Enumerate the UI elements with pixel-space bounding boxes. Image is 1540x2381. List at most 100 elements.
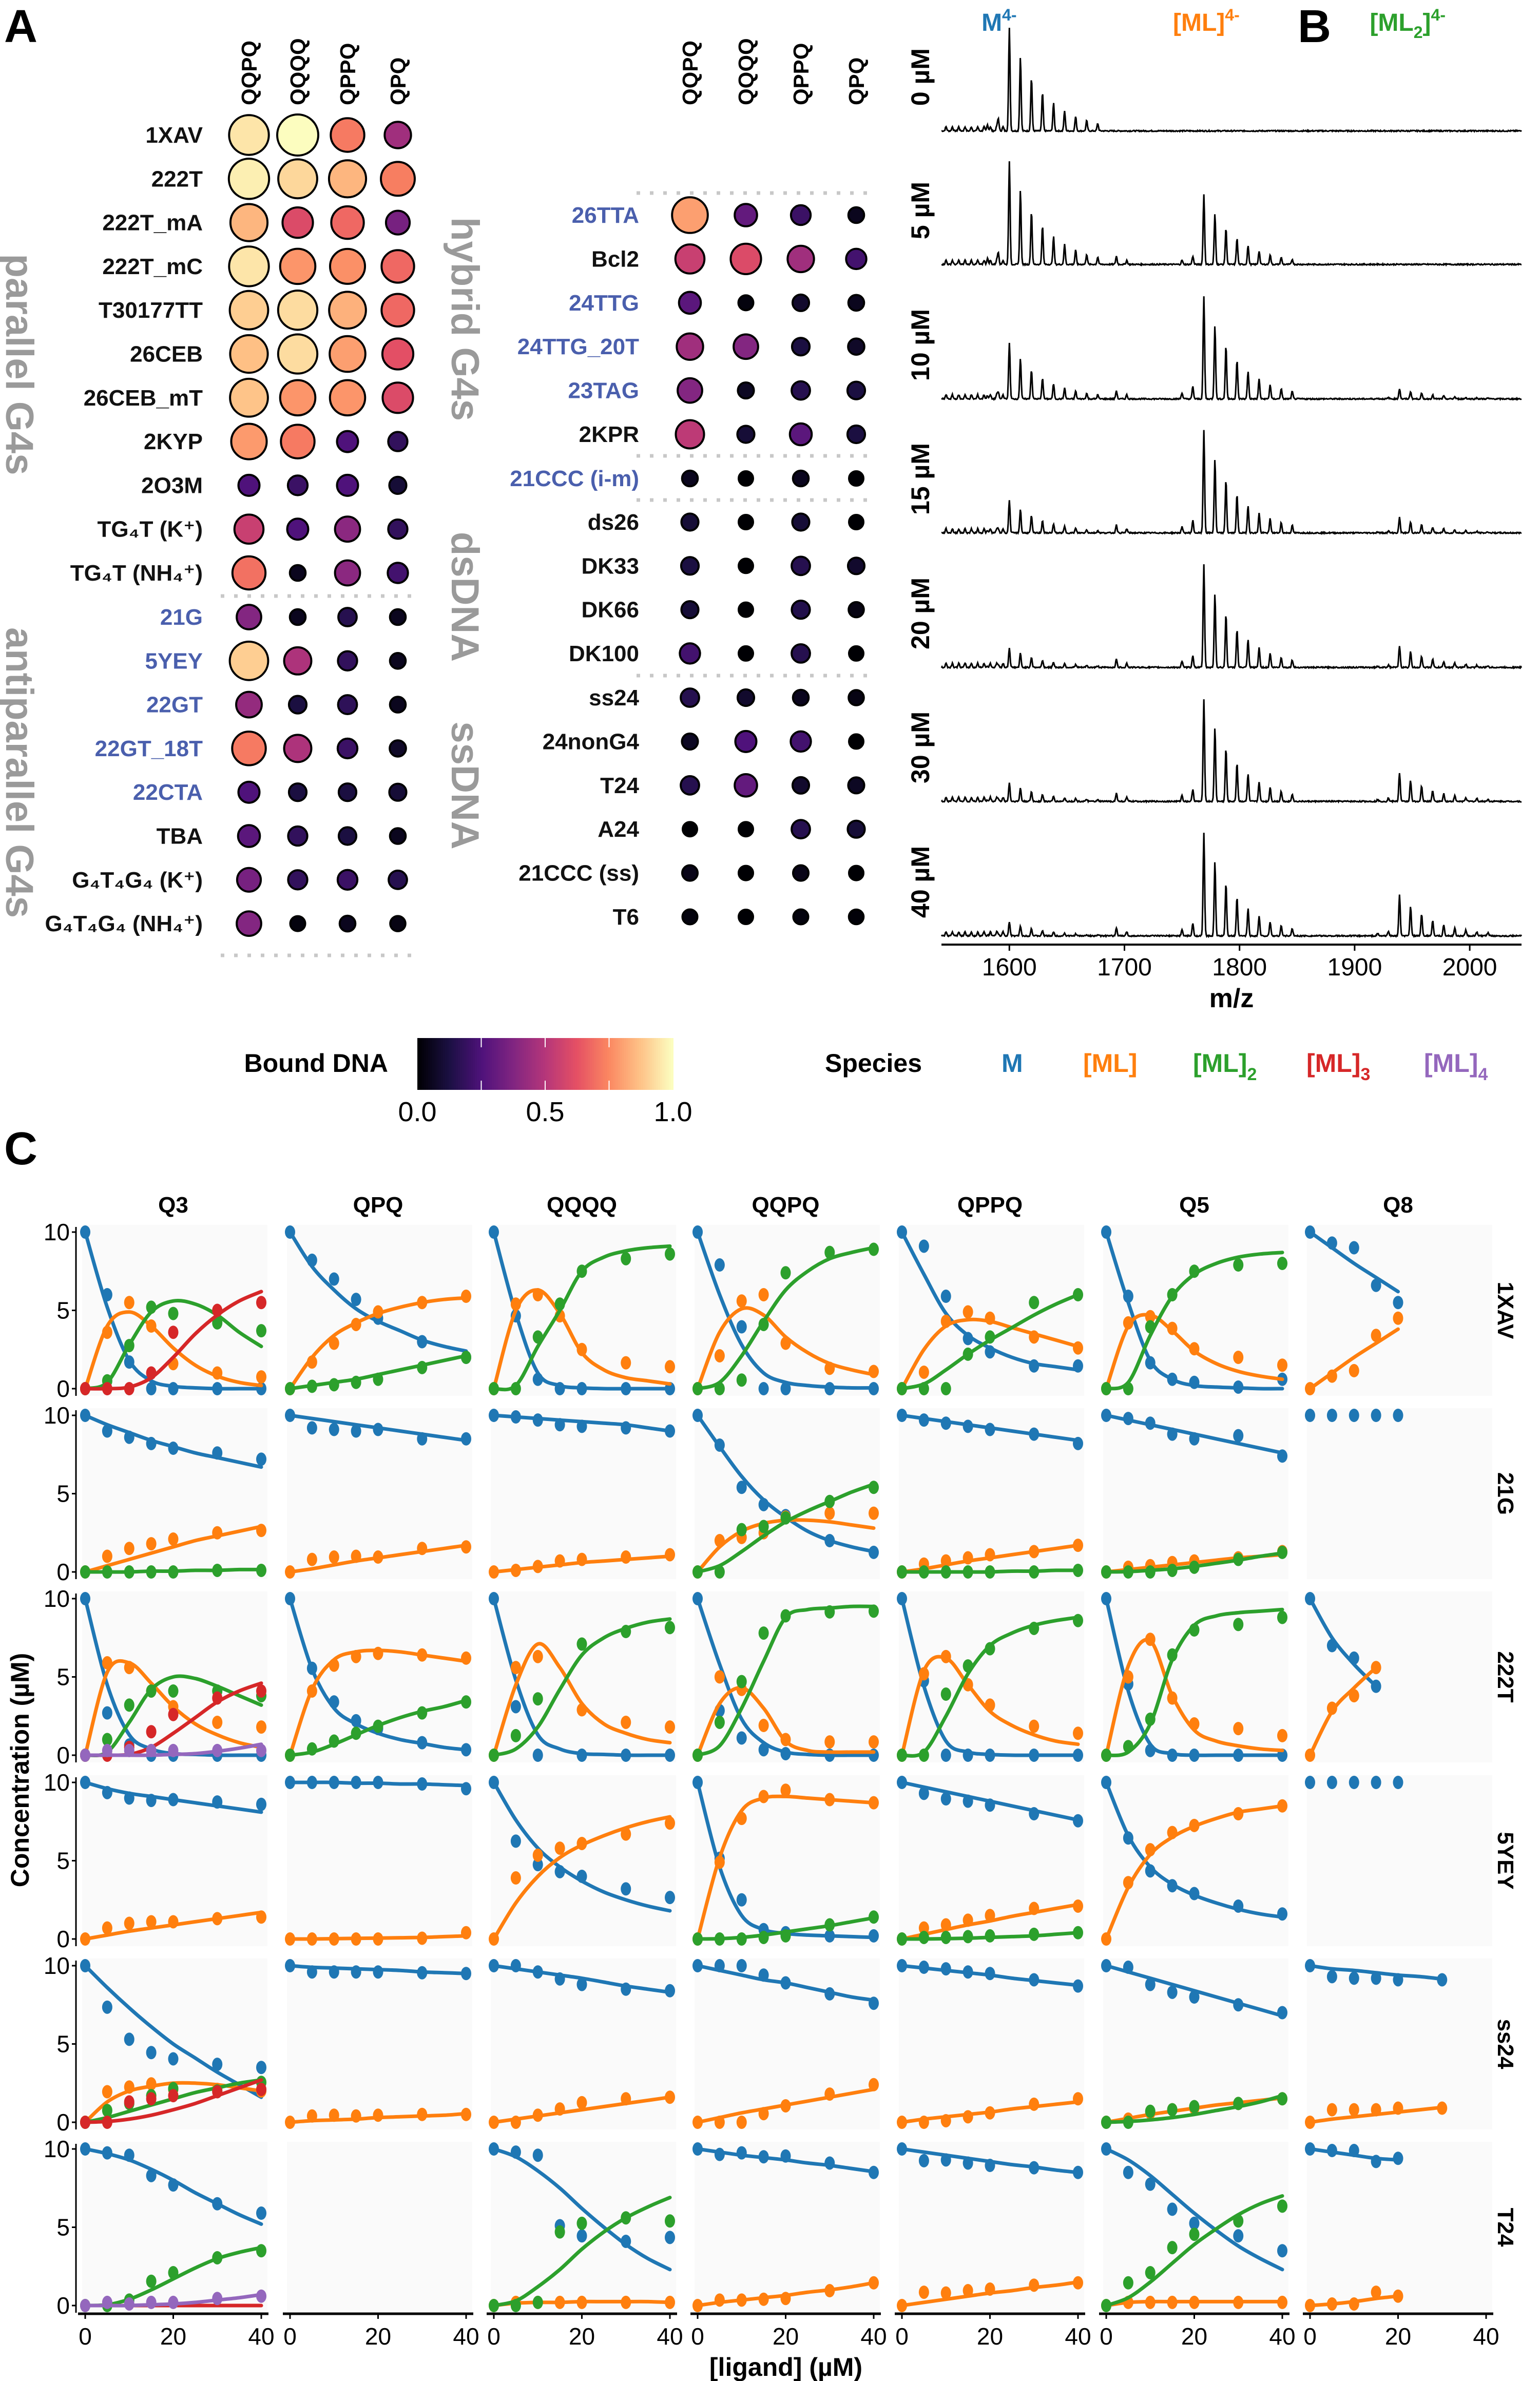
bound-dna-dot xyxy=(227,158,271,200)
data-point-ML xyxy=(1167,1691,1178,1705)
data-point-ML xyxy=(256,1370,266,1384)
data-point-ML2 xyxy=(1189,2228,1200,2241)
data-point-M xyxy=(1305,2142,1315,2156)
bound-dna-dot xyxy=(729,242,762,275)
c-x-tick-label: 20 xyxy=(365,2323,391,2350)
data-point-ML2 xyxy=(532,1330,543,1344)
data-point-M xyxy=(532,1965,543,1979)
fit-line-M xyxy=(1104,2147,1284,2272)
data-point-ML xyxy=(124,2080,134,2094)
c-x-tick-label: 0 xyxy=(79,2323,92,2350)
colorbar-segment xyxy=(662,1038,665,1090)
data-point-M xyxy=(665,1984,675,1998)
bound-dna-dot xyxy=(228,290,270,331)
b-x-tick-label: 1800 xyxy=(1212,954,1267,981)
data-point-ML2 xyxy=(1233,2214,1244,2228)
colorbar-segment xyxy=(609,1038,612,1090)
data-point-ML xyxy=(869,1365,879,1378)
data-point-ML2 xyxy=(351,1375,361,1389)
data-point-M xyxy=(489,1776,499,1789)
row-label: 24nonG4 xyxy=(543,729,640,754)
bound-dna-dot xyxy=(681,908,699,926)
data-point-ML xyxy=(918,1921,929,1935)
data-point-M xyxy=(285,1776,295,1789)
bound-dna-dot xyxy=(236,604,262,630)
data-point-M xyxy=(985,1423,995,1436)
data-point-ML xyxy=(940,1554,951,1568)
data-point-M xyxy=(1349,1776,1359,1789)
data-point-ML2 xyxy=(1029,1565,1040,1579)
data-point-ML xyxy=(1233,1351,1244,1364)
data-point-ML2 xyxy=(102,1565,112,1579)
data-point-ML2 xyxy=(962,1659,973,1673)
panel-c-grid: [ligand] (µM) Concentration (µM) Q3 QPQ QQ… xyxy=(6,1193,1518,2381)
data-point-ML2 xyxy=(1167,1648,1178,1662)
data-point-ML3 xyxy=(146,1366,157,1380)
c-x-tick-label: 40 xyxy=(1473,2323,1499,2350)
bound-dna-dot xyxy=(847,776,865,795)
data-point-ML xyxy=(417,1542,428,1556)
data-point-M xyxy=(1371,1971,1381,1985)
data-point-ML xyxy=(510,1297,521,1311)
data-point-M xyxy=(1073,1979,1083,1993)
bound-dna-dot xyxy=(791,819,811,840)
colorbar-segment xyxy=(581,1038,584,1090)
c-column-header-Q8: Q8 xyxy=(1383,1193,1413,1218)
data-point-ML xyxy=(869,1796,879,1810)
data-point-ML xyxy=(985,1311,995,1325)
superscript: 4- xyxy=(1431,6,1446,24)
data-point-M xyxy=(417,1966,428,1980)
fit-line-ML2 xyxy=(696,1246,876,1391)
data-point-ML2 xyxy=(1145,2265,1156,2279)
data-point-M xyxy=(1233,1749,1244,1762)
fit-line-ML xyxy=(696,1306,876,1391)
bound-dna-dot xyxy=(283,734,313,763)
spectrum-trace xyxy=(940,833,1523,938)
data-point-M xyxy=(1167,1372,1178,1386)
c-row-label-5YEY: 5YEY xyxy=(1493,1832,1518,1890)
bound-dna-dot xyxy=(283,646,313,676)
c-row-label-1XAV: 1XAV xyxy=(1493,1282,1518,1339)
colorbar-segment xyxy=(596,1038,599,1090)
data-point-M xyxy=(918,1787,929,1800)
data-point-ML xyxy=(714,1670,725,1684)
data-point-M xyxy=(1167,1749,1178,1762)
data-point-M xyxy=(373,1965,383,1979)
data-point-ML2 xyxy=(736,1523,747,1537)
data-point-ML xyxy=(1393,1311,1403,1325)
row-label: TG₄T (K⁺) xyxy=(98,517,203,542)
data-point-ML2 xyxy=(1145,1712,1156,1726)
data-point-ML xyxy=(373,1305,383,1319)
colorbar-segment xyxy=(588,1038,591,1090)
data-point-M xyxy=(1123,1412,1133,1426)
data-point-ML2 xyxy=(897,1565,907,1579)
data-point-M xyxy=(1326,1970,1337,1984)
data-point-M xyxy=(897,2142,907,2156)
c-subplot-background xyxy=(1307,1408,1492,1579)
data-point-ML xyxy=(1145,2295,1156,2309)
data-point-ML xyxy=(510,1563,521,1577)
data-point-ML xyxy=(940,1918,951,1932)
data-point-M xyxy=(621,1982,631,1996)
data-point-M xyxy=(1101,1225,1111,1239)
data-point-M xyxy=(897,1592,907,1605)
colorbar-segment xyxy=(475,1038,478,1090)
c-column-header-QPQ: QPQ xyxy=(353,1193,403,1218)
data-point-ML xyxy=(824,1506,835,1520)
bound-dna-dot xyxy=(675,419,705,450)
data-point-ML xyxy=(146,2077,157,2091)
colorbar-segment xyxy=(426,1038,429,1090)
c-subplot-background xyxy=(491,1591,676,1762)
column-header-right-QQPQ: QQPQ xyxy=(678,41,702,105)
c-x-tick-label: 20 xyxy=(569,2323,595,2350)
colorbar-ticks: 0.0 0.5 1.0 xyxy=(398,1097,692,1127)
data-point-ML xyxy=(576,2295,587,2309)
data-point-ML xyxy=(621,1715,631,1729)
data-point-M xyxy=(940,1416,951,1430)
data-point-ML2 xyxy=(1233,1258,1244,1272)
bound-dna-dot xyxy=(792,908,810,926)
data-point-ML2 xyxy=(918,1382,929,1395)
data-point-ML xyxy=(373,1646,383,1660)
data-point-ML2 xyxy=(417,1360,428,1374)
